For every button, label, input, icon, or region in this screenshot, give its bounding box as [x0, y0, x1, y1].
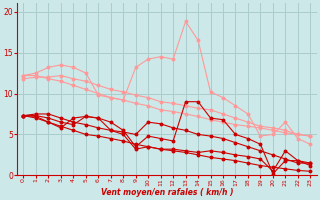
X-axis label: Vent moyen/en rafales ( km/h ): Vent moyen/en rafales ( km/h )	[101, 188, 233, 197]
